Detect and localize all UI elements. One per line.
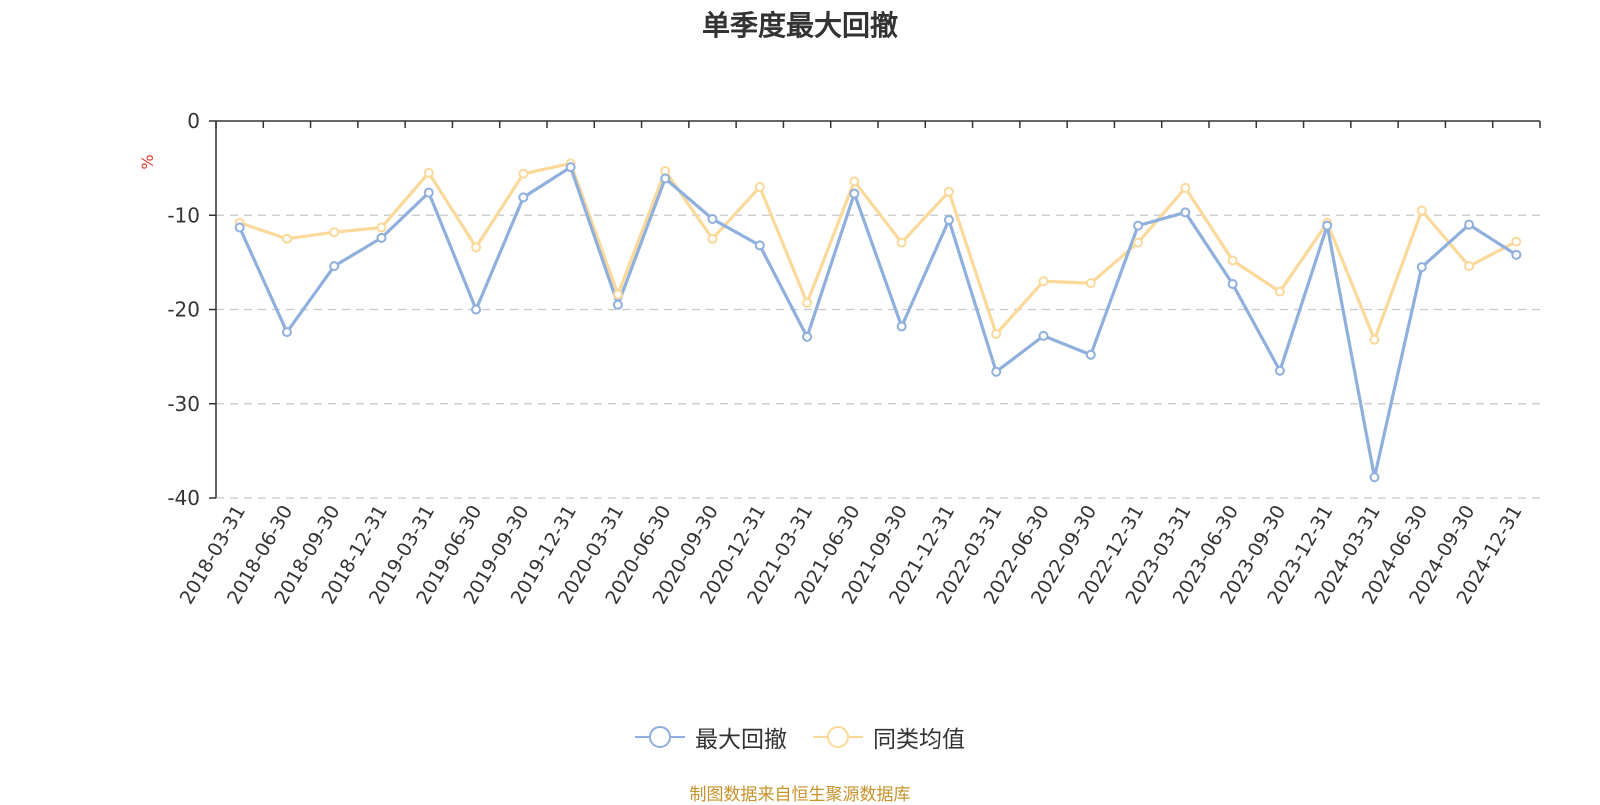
grid-lines xyxy=(216,214,1540,499)
data-point[interactable] xyxy=(1180,207,1191,218)
data-point[interactable] xyxy=(1511,236,1522,247)
data-point[interactable] xyxy=(802,297,813,308)
data-point[interactable] xyxy=(423,167,434,178)
data-point[interactable] xyxy=(849,176,860,187)
data-point[interactable] xyxy=(234,222,245,233)
data-point[interactable] xyxy=(991,366,1002,377)
data-point[interactable] xyxy=(329,227,340,238)
data-point[interactable] xyxy=(1227,255,1238,266)
legend-item-peer-average[interactable]: 同类均值 xyxy=(813,720,965,754)
data-point[interactable] xyxy=(1180,182,1191,193)
y-tick-label: 0 xyxy=(187,109,200,133)
data-point[interactable] xyxy=(518,168,529,179)
data-point[interactable] xyxy=(1511,249,1522,260)
data-point[interactable] xyxy=(707,214,718,225)
data-point[interactable] xyxy=(1416,262,1427,273)
data-point[interactable] xyxy=(849,188,860,199)
data-point[interactable] xyxy=(660,173,671,184)
chart-title: 单季度最大回撤 xyxy=(701,9,898,42)
legend-marker-peer-average xyxy=(813,726,863,748)
data-point[interactable] xyxy=(471,242,482,253)
data-point[interactable] xyxy=(707,233,718,244)
y-tick-label: -40 xyxy=(167,486,200,510)
data-point[interactable] xyxy=(1322,220,1333,231)
data-point[interactable] xyxy=(1227,279,1238,290)
data-point[interactable] xyxy=(1416,205,1427,216)
legend-label-max-drawdown: 最大回撤 xyxy=(695,727,787,753)
data-point[interactable] xyxy=(1085,349,1096,360)
data-point[interactable] xyxy=(1038,330,1049,341)
data-point[interactable] xyxy=(376,222,387,233)
data-point[interactable] xyxy=(1274,286,1285,297)
data-points xyxy=(234,158,1522,483)
data-point[interactable] xyxy=(1085,278,1096,289)
data-point[interactable] xyxy=(329,261,340,272)
data-point[interactable] xyxy=(1464,261,1475,272)
data-point[interactable] xyxy=(612,299,623,310)
legend-item-max-drawdown[interactable]: 最大回撤 xyxy=(635,720,787,754)
data-point[interactable] xyxy=(376,232,387,243)
source-note: 制图数据来自恒生聚源数据库 xyxy=(689,785,911,805)
data-point[interactable] xyxy=(281,327,292,338)
data-point[interactable] xyxy=(1369,334,1380,345)
series-line-0 xyxy=(238,165,1518,479)
data-point[interactable] xyxy=(1274,365,1285,376)
data-point[interactable] xyxy=(802,331,813,342)
data-point[interactable] xyxy=(471,304,482,315)
data-point[interactable] xyxy=(612,289,623,300)
series-line-1 xyxy=(239,161,1518,342)
legend: 最大回撤 同类均值 xyxy=(0,720,1600,754)
y-tick-label: -10 xyxy=(167,203,200,227)
data-point[interactable] xyxy=(1133,220,1144,231)
data-point[interactable] xyxy=(518,192,529,203)
data-point[interactable] xyxy=(1038,276,1049,287)
data-point[interactable] xyxy=(1464,219,1475,230)
data-point[interactable] xyxy=(281,233,292,244)
data-point[interactable] xyxy=(943,186,954,197)
series-lines xyxy=(238,161,1518,479)
data-point[interactable] xyxy=(1369,472,1380,483)
y-tick-label: -30 xyxy=(167,392,200,416)
legend-marker-max-drawdown xyxy=(635,726,685,748)
data-point[interactable] xyxy=(943,214,954,225)
data-point[interactable] xyxy=(991,329,1002,340)
data-point[interactable] xyxy=(1133,237,1144,248)
data-point[interactable] xyxy=(896,237,907,248)
legend-label-peer-average: 同类均值 xyxy=(873,727,965,753)
data-point[interactable] xyxy=(423,187,434,198)
data-point[interactable] xyxy=(754,240,765,251)
data-point[interactable] xyxy=(565,162,576,173)
y-axis-unit: % xyxy=(138,154,157,169)
y-tick-label: -20 xyxy=(167,298,200,322)
data-point[interactable] xyxy=(896,321,907,332)
data-point[interactable] xyxy=(754,181,765,192)
